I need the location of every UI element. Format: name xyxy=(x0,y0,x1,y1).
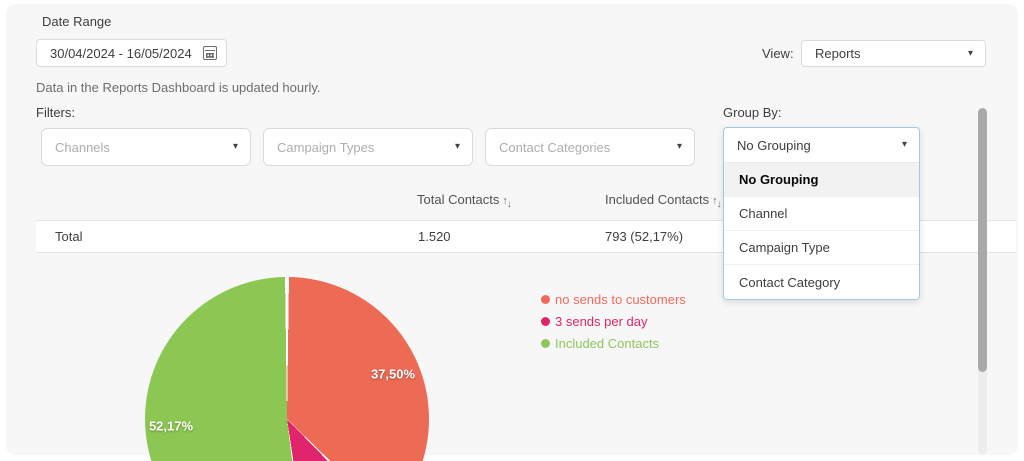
date-range-value: 30/04/2024 - 16/05/2024 xyxy=(50,45,192,61)
group-by-select[interactable]: No Grouping ▾ xyxy=(724,128,919,163)
cell-included-contacts: 793 (52,17%) xyxy=(605,229,684,244)
legend-label: Included Contacts xyxy=(555,335,660,351)
chevron-down-icon: ▾ xyxy=(232,141,238,152)
update-note: Data in the Reports Dashboard is updated… xyxy=(36,80,321,95)
column-header-label: Included Contacts xyxy=(605,192,710,207)
date-range-input[interactable]: 30/04/2024 - 16/05/2024 xyxy=(36,39,227,67)
pie-slice-label-included: 52,17% xyxy=(148,418,194,434)
group-by-label: Group By: xyxy=(723,105,782,120)
legend-dot-icon xyxy=(541,294,550,304)
scrollbar-thumb[interactable] xyxy=(978,108,987,372)
row-label-total: Total xyxy=(55,229,83,244)
legend-dot-icon xyxy=(541,316,550,326)
column-header-label: Total Contacts xyxy=(417,192,500,207)
column-header-total-contacts[interactable]: Total Contacts ↑↓ xyxy=(417,192,512,210)
view-selected-value: Reports xyxy=(815,46,861,61)
chevron-down-icon: ▾ xyxy=(454,141,460,152)
campaign-types-placeholder: Campaign Types xyxy=(277,139,375,155)
chevron-down-icon: ▾ xyxy=(676,141,682,152)
group-by-option-contact-category[interactable]: Contact Category xyxy=(724,265,919,299)
group-by-option-no-grouping[interactable]: No Grouping xyxy=(724,163,919,197)
view-select[interactable]: Reports ▾ xyxy=(801,40,986,67)
contact-categories-select[interactable]: Contact Categories ▾ xyxy=(485,128,695,166)
legend-item-no-sends[interactable]: no sends to customers xyxy=(541,288,686,310)
view-label: View: xyxy=(762,46,794,61)
sort-icon: ↑↓ xyxy=(502,195,512,210)
legend-label: no sends to customers xyxy=(555,291,686,307)
contact-categories-placeholder: Contact Categories xyxy=(499,139,611,155)
channels-select[interactable]: Channels ▾ xyxy=(41,128,251,166)
group-by-dropdown: No Grouping ▾ No Grouping Channel Campai… xyxy=(723,127,920,300)
cell-total-contacts: 1.520 xyxy=(418,229,451,244)
group-by-selected-value: No Grouping xyxy=(737,137,811,153)
legend-label: 3 sends per day xyxy=(555,313,648,329)
channels-placeholder: Channels xyxy=(55,139,110,155)
calendar-icon[interactable] xyxy=(203,46,217,60)
group-by-option-channel[interactable]: Channel xyxy=(724,197,919,231)
filters-label: Filters: xyxy=(36,105,75,120)
column-header-included-contacts[interactable]: Included Contacts ↑↓ xyxy=(605,192,722,210)
campaign-types-select[interactable]: Campaign Types ▾ xyxy=(263,128,473,166)
chevron-down-icon: ▾ xyxy=(967,47,973,59)
chart-legend: no sends to customers 3 sends per day In… xyxy=(541,288,686,354)
legend-dot-icon xyxy=(541,338,550,348)
legend-item-included-contacts[interactable]: Included Contacts xyxy=(541,332,686,354)
group-by-option-campaign-type[interactable]: Campaign Type xyxy=(724,231,919,265)
pie-slice-label-no-sends: 37,50% xyxy=(370,366,416,382)
chevron-down-icon: ▾ xyxy=(901,139,907,150)
date-range-label: Date Range xyxy=(42,14,112,29)
legend-item-3-sends[interactable]: 3 sends per day xyxy=(541,310,686,332)
sort-icon: ↑↓ xyxy=(712,195,722,210)
